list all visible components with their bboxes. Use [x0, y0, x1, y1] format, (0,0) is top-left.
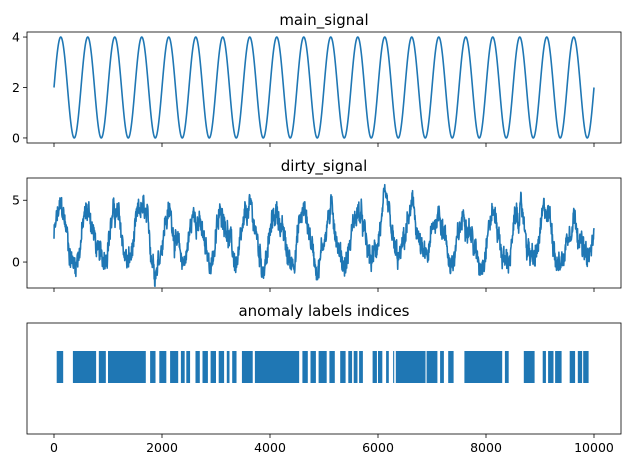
- anomaly-bar: [569, 351, 576, 383]
- anomaly-bar: [348, 351, 353, 383]
- anomaly-bar: [302, 351, 308, 383]
- x-tick-label: 2000: [146, 440, 178, 455]
- anomaly-bar: [226, 351, 230, 383]
- anomaly-bar: [150, 351, 156, 383]
- anomaly-bar: [98, 351, 106, 383]
- anomaly-bar: [329, 351, 335, 383]
- anomaly-bar: [542, 351, 546, 383]
- anomaly-bar: [448, 351, 454, 383]
- y-tick-label: 0: [12, 130, 20, 145]
- anomaly-bar: [159, 351, 167, 383]
- anomaly-bar: [310, 351, 316, 383]
- subplot-dirty-signal: dirty_signal 05: [12, 157, 622, 292]
- dirty-signal-x-ticks: [53, 288, 595, 292]
- main-signal-series: [53, 36, 595, 139]
- y-tick-label: 4: [12, 30, 20, 45]
- anomaly-bar: [202, 351, 208, 383]
- anomaly-bar: [232, 351, 237, 383]
- series-line-0: [53, 183, 595, 288]
- anomaly-bar: [523, 351, 535, 383]
- anomaly-bar: [186, 351, 191, 383]
- subplot-title-main-signal: main_signal: [279, 11, 368, 30]
- anomaly-bar: [254, 351, 300, 383]
- subplot-title-anomaly-labels: anomaly labels indices: [238, 302, 409, 320]
- anomaly-bar: [318, 351, 327, 383]
- anomaly-bar: [504, 351, 509, 383]
- main-signal-y-ticks: 0 2 4: [12, 30, 27, 145]
- main-signal-axes-frame: [26, 31, 622, 144]
- anomaly-bar: [583, 351, 589, 383]
- subplot-anomaly-labels: anomaly labels indices 0 2000 4000 6000 8000…: [26, 302, 622, 455]
- anomaly-bar: [555, 351, 562, 383]
- anomaly-bar: [372, 351, 377, 383]
- anomaly-bar: [353, 351, 358, 383]
- anomaly-bar: [218, 351, 225, 383]
- anomaly-bar: [426, 351, 438, 383]
- dirty-signal-axes-frame: [26, 177, 622, 289]
- main-signal-x-ticks: [53, 143, 595, 147]
- anomaly-bar: [359, 351, 363, 383]
- y-tick-label: 0: [12, 255, 20, 270]
- anomaly-bar: [440, 351, 444, 383]
- anomaly-bar: [72, 351, 97, 383]
- anomaly-bar: [395, 351, 426, 383]
- subplot-main-signal: main_signal 0 2 4: [12, 11, 622, 147]
- x-tick-label: 8000: [470, 440, 502, 455]
- x-tick-label: 6000: [362, 440, 394, 455]
- anomaly-bar: [56, 351, 64, 383]
- anomaly-bar: [378, 351, 383, 383]
- subplot-title-dirty-signal: dirty_signal: [281, 157, 367, 176]
- x-tick-label: 4000: [254, 440, 286, 455]
- anomaly-x-ticks: 0 2000 4000 6000 8000 10000: [50, 434, 614, 455]
- x-tick-label: 10000: [574, 440, 614, 455]
- anomaly-interval-bars: [56, 351, 589, 383]
- anomaly-bar: [464, 351, 503, 383]
- dirty-signal-y-ticks: 05: [12, 193, 27, 270]
- anomaly-bar: [210, 351, 216, 383]
- anomaly-bar: [180, 351, 185, 383]
- anomaly-bar: [393, 351, 395, 383]
- anomaly-bar: [195, 351, 200, 383]
- x-tick-label: 0: [50, 440, 58, 455]
- anomaly-bar: [548, 351, 554, 383]
- series-line-0: [53, 36, 595, 139]
- anomaly-bar: [108, 351, 146, 383]
- anomaly-bar: [241, 351, 253, 383]
- anomaly-bar: [170, 351, 179, 383]
- anomaly-bar: [340, 351, 346, 383]
- y-tick-label: 5: [12, 193, 20, 208]
- anomaly-axes-frame: [26, 322, 622, 435]
- y-tick-label: 2: [12, 80, 20, 95]
- anomaly-bar: [577, 351, 583, 383]
- anomaly-bar: [386, 351, 389, 383]
- dirty-signal-series: [53, 183, 595, 288]
